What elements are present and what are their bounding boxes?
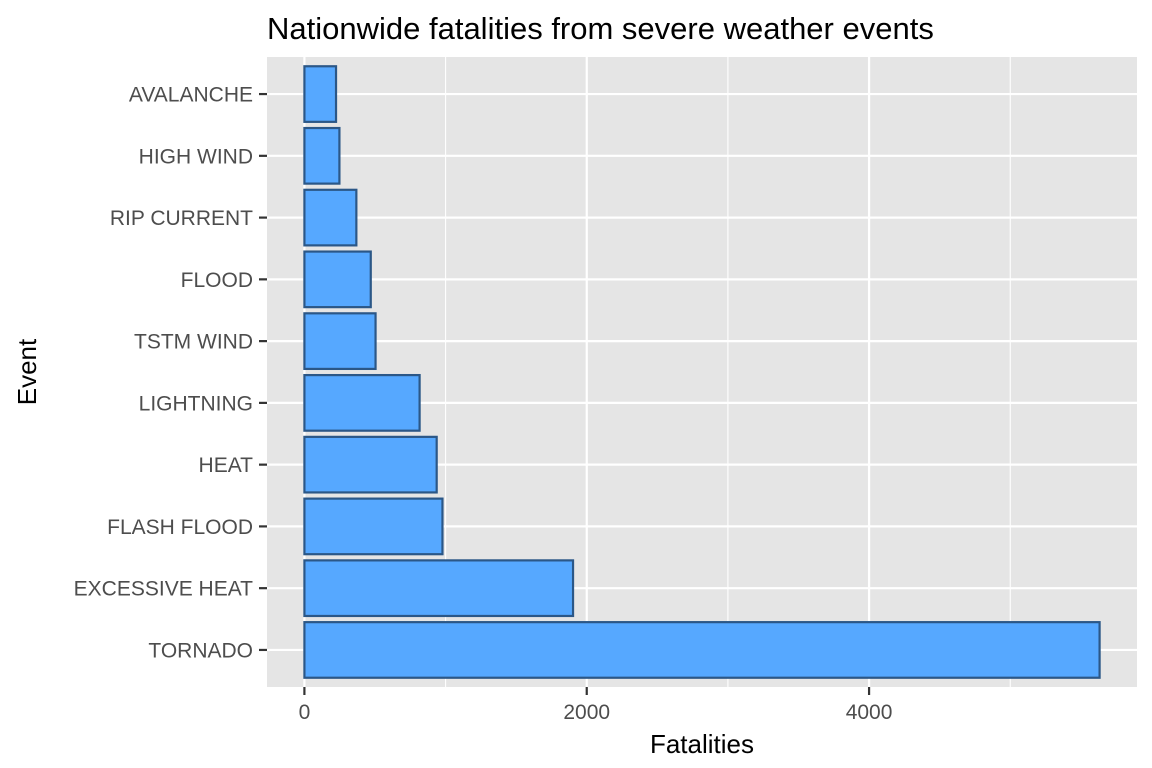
bar-flood: [303, 250, 372, 309]
y-tick-label: AVALANCHE: [129, 84, 253, 107]
y-tick-label: LIGHTNING: [139, 392, 253, 415]
x-tick-label: 0: [299, 701, 311, 724]
y-axis-title: Event: [12, 338, 42, 405]
bar-avalanche: [303, 65, 338, 123]
y-tick-label: EXCESSIVE HEAT: [74, 578, 254, 601]
y-tick-label: HEAT: [199, 454, 254, 477]
y-tick-label: RIP CURRENT: [110, 207, 253, 230]
x-tick-label: 2000: [563, 701, 610, 724]
y-tick-label: TSTM WIND: [134, 331, 253, 354]
bar-tstm-wind: [303, 312, 377, 371]
bars: [303, 65, 1101, 679]
y-tick-label: TORNADO: [148, 639, 253, 662]
bar-heat: [303, 435, 438, 494]
bar-excessive-heat: [303, 559, 575, 618]
y-tick-label: FLOOD: [181, 269, 253, 292]
bar-tornado: [303, 621, 1101, 679]
chart-title: Nationwide fatalities from severe weathe…: [267, 11, 934, 46]
y-tick-label: FLASH FLOOD: [107, 516, 253, 539]
bar-high-wind: [303, 126, 341, 185]
x-axis: 0 2000 4000: [299, 687, 893, 724]
x-tick-label: 4000: [846, 701, 893, 724]
y-tick-label: HIGH WIND: [139, 145, 253, 168]
bar-rip-current: [303, 188, 358, 247]
x-axis-title: Fatalities: [650, 729, 754, 759]
bar-flash-flood: [303, 497, 444, 556]
bar-lightning: [303, 373, 421, 432]
y-axis: TORNADO EXCESSIVE HEAT FLASH FLOOD HEAT LIGH…: [74, 84, 267, 662]
